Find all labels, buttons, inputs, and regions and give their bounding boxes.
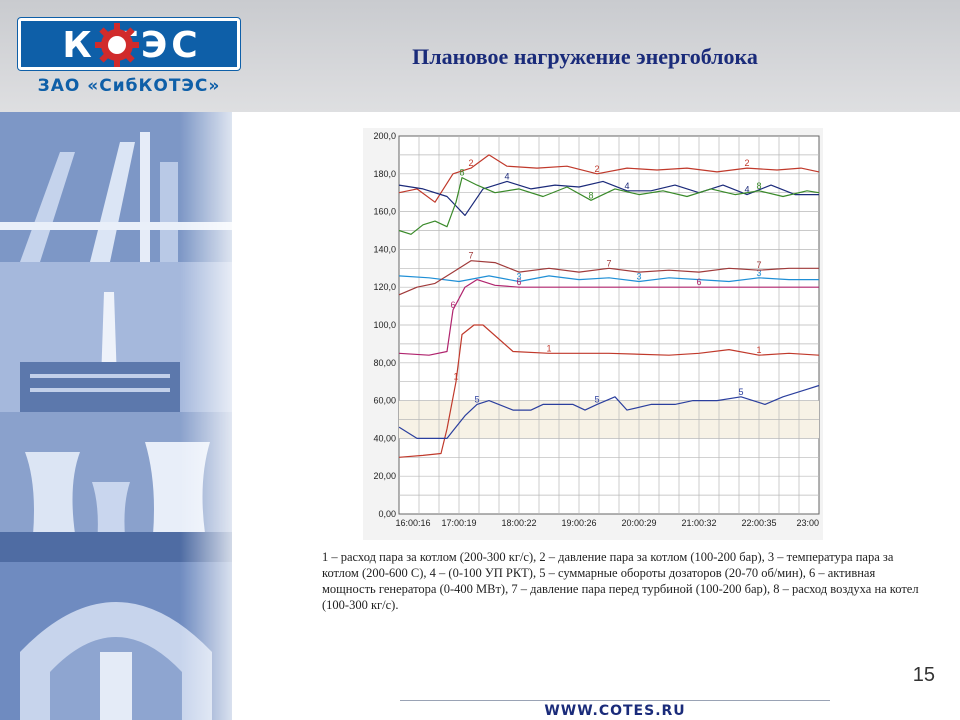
series-label-8: 8 [459,168,464,178]
series-label-6: 6 [696,277,701,287]
series-label-8: 8 [588,190,593,200]
chart-svg: 0,00 20,00 40,00 60,00 80,00 100,0 120,0 140,0 1… [363,128,823,540]
series-line-2 [398,154,820,203]
series-label-2: 2 [468,158,473,168]
y-tick-label: 0,00 [378,509,396,519]
series-label-7: 7 [606,258,611,268]
series-label-7: 7 [756,260,761,270]
series-line-3 [398,275,819,283]
series-label-2: 2 [594,164,599,174]
series-label-4: 4 [504,171,509,181]
series-label-3: 3 [756,268,761,278]
trend-chart: 0,00 20,00 40,00 60,00 80,00 100,0 120,0 140,0 1… [363,128,823,540]
series-label-4: 4 [624,181,629,191]
series-label-7: 7 [468,251,473,261]
y-tick-label: 160,0 [373,207,396,217]
y-tick-label: 120,0 [373,282,396,292]
slide-title: Плановое нагружение энергоблока [412,44,758,69]
series-label-5: 5 [738,387,743,397]
y-tick-label: 60,00 [373,396,396,406]
x-tick-label: 20:00:29 [621,518,656,528]
page-number: 15 [912,664,935,686]
y-tick-label: 20,00 [373,471,396,481]
y-tick-label: 100,0 [373,320,396,330]
x-tick-label: 16:00:16 [395,518,430,528]
x-tick-label: 17:00:19 [441,518,476,528]
y-tick-label: 180,0 [373,169,396,179]
x-tick-label: 21:00:32 [681,518,716,528]
series-label-1: 1 [546,343,551,353]
series-line-1 [398,324,820,458]
x-tick-label: 23:00 [796,518,819,528]
series-label-1: 1 [756,345,761,355]
footer-divider [400,700,830,701]
y-tick-label: 40,00 [373,433,396,443]
series-label-1: 1 [453,372,458,382]
logo-badge: К ТЭС [18,18,240,70]
series-label-3: 3 [516,272,521,282]
gear-icon [95,23,139,67]
logo-company-name: ЗАО «СибКОТЭС» [37,76,221,96]
series-label-4: 4 [744,185,749,195]
series-line-4 [398,180,819,217]
y-tick-label: 140,0 [373,244,396,254]
series-label-8: 8 [756,181,761,191]
series-label-6: 6 [516,277,521,287]
photo-fade [180,112,250,720]
series-line-7 [398,260,819,296]
series-line-5 [398,384,820,439]
x-tick-label: 22:00:35 [741,518,776,528]
footer-url: WWW.COTES.RU [544,703,686,719]
series-label-6: 6 [450,300,455,310]
x-tick-label: 19:00:26 [561,518,596,528]
y-tick-label: 200,0 [373,131,396,141]
x-tick-label: 18:00:22 [501,518,536,528]
y-tick-label: 80,00 [373,358,396,368]
chart-caption: 1 – расход пара за котлом (200-300 кг/с)… [322,550,919,612]
turbine-hall-photo [0,562,232,720]
company-logo: К ТЭС ЗАО «СибКОТЭС» [18,18,240,100]
series-label-2: 2 [744,158,749,168]
series-label-5: 5 [594,394,599,404]
series-line-8 [398,176,820,235]
series-label-5: 5 [474,394,479,404]
series-line-6 [398,279,819,356]
series-label-3: 3 [636,272,641,282]
